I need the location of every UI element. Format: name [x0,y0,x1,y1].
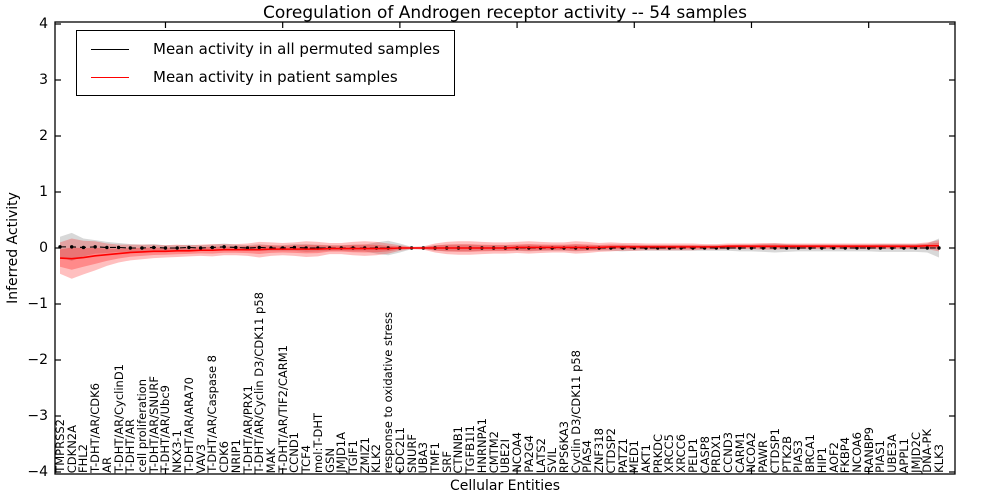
permuted-mean-marker [843,246,847,250]
entity-label: KLK3 [932,444,946,473]
permuted-mean-marker [784,246,789,250]
y-tick-label: −4 [27,464,48,480]
permuted-mean-marker [902,246,906,250]
permuted-mean-marker [70,245,74,249]
patient-mean-line [59,244,939,260]
permuted-mean-marker [140,246,144,250]
entity-label: HIP1 [814,446,829,473]
permuted-mean-marker [773,246,777,250]
y-tick-label: 3 [39,72,48,88]
permuted-mean-marker [820,246,824,250]
y-tick-label: −2 [27,352,48,368]
x-axis-label: Cellular Entities [449,478,561,494]
entity-label: NRIP1 [228,438,243,473]
permuted-mean-marker [175,246,179,250]
permuted-mean-marker [925,246,929,250]
permuted-mean-marker [234,245,238,250]
permuted-mean-marker [187,245,191,250]
permuted-mean-marker [738,246,742,250]
y-tick-label: −3 [27,408,48,424]
permuted-mean-marker [855,246,859,250]
y-tick-label: 4 [39,16,48,32]
patient-line-sample [91,76,129,78]
permuted-mean-marker [93,245,97,249]
permuted-mean-marker [913,246,918,250]
entity-label: T-DHT/AR/Cyclin D3/CDK11 p58 [252,291,267,473]
y-tick-label: 1 [39,184,48,200]
legend-label-patient: Mean activity in patient samples [153,68,398,86]
permuted-mean-marker [116,245,121,250]
permuted-mean-marker [257,245,261,250]
y-tick-label: −1 [27,296,48,312]
permuted-mean-marker [866,246,871,250]
permuted-mean-line [60,246,939,249]
y-tick-label: 0 [39,240,48,256]
permuted-mean-marker [128,246,133,250]
chart-title: Coregulation of Androgen receptor activi… [262,3,748,23]
permuted-mean-marker [105,245,109,250]
permuted-mean-marker [210,245,215,250]
entity-label: PA2G4 [521,435,536,473]
permuted-mean-marker [761,246,765,250]
permuted-mean-marker [831,246,836,250]
permuted-mean-marker [222,245,226,249]
permuted-mean-marker [245,246,250,250]
permuted-mean-marker [890,246,894,250]
y-tick-label: 2 [39,128,48,144]
permuted-mean-marker [81,245,86,250]
legend: Mean activity in all permuted samples Me… [76,30,455,96]
legend-item-patient: Mean activity in patient samples [91,68,440,86]
permuted-line-sample [91,48,129,50]
permuted-mean-marker [796,246,801,250]
permuted-mean-marker [808,246,812,250]
permuted-mean-marker [198,246,203,250]
permuted-mean-marker [937,246,941,250]
permuted-mean-marker [878,246,883,250]
permuted-band [60,232,939,261]
permuted-mean-marker [292,245,297,250]
legend-label-permuted: Mean activity in all permuted samples [153,40,440,58]
permuted-mean-marker [749,246,754,250]
permuted-mean-marker [163,246,168,250]
legend-item-permuted: Mean activity in all permuted samples [91,40,440,58]
patient-band-outer [60,238,939,279]
permuted-mean-marker [152,245,156,250]
